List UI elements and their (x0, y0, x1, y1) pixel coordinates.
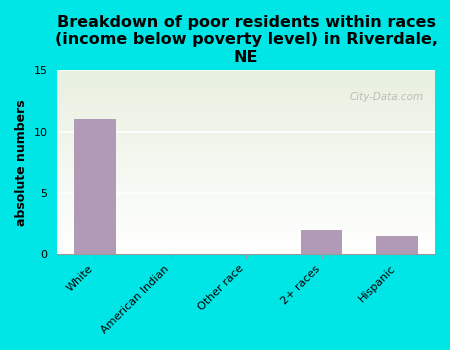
Bar (377, 236, 418, 254)
Text: City-Data.com: City-Data.com (350, 92, 423, 102)
Y-axis label: absolute numbers: absolute numbers (15, 99, 28, 225)
Bar (74, 119, 116, 254)
Bar (301, 230, 342, 254)
Title: Breakdown of poor residents within races
(income below poverty level) in Riverda: Breakdown of poor residents within races… (54, 15, 438, 65)
